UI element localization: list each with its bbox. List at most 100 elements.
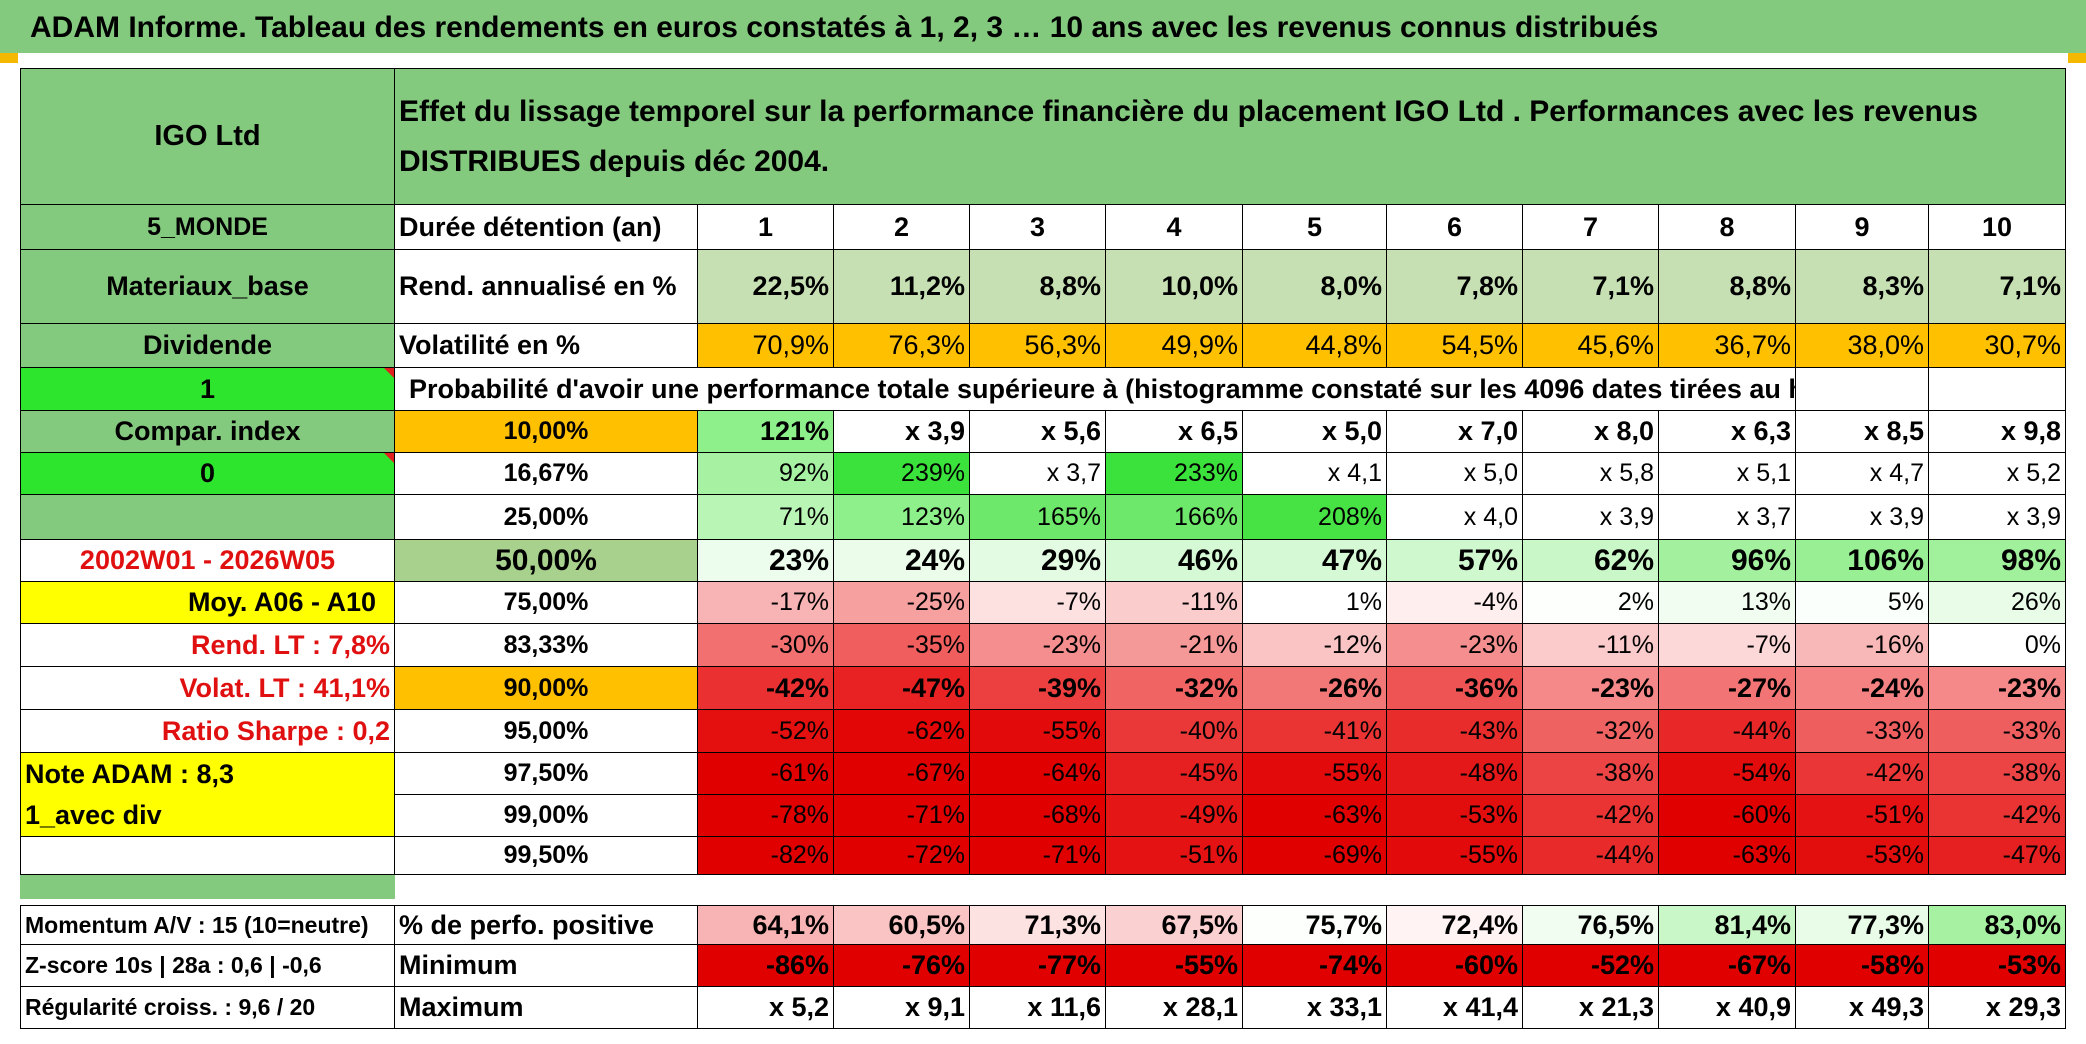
percentile-value: -23% [1387, 624, 1523, 667]
blank-cell [20, 837, 395, 875]
percentile-value: -78% [698, 795, 834, 837]
percentile-label: 95,00% [395, 710, 698, 753]
percentile-value: 5% [1796, 582, 1929, 624]
sharpe-label: Ratio Sharpe : 0,2 [20, 710, 395, 753]
zone-label: 5_MONDE [20, 205, 395, 250]
rend-value: 8,0% [1243, 250, 1387, 324]
maximum-value: x 21,3 [1523, 987, 1659, 1029]
minimum-value: -74% [1243, 945, 1387, 987]
percentile-value: -21% [1106, 624, 1243, 667]
positive-value: 64,1% [698, 905, 834, 945]
percentile-value: 233% [1106, 453, 1243, 495]
duree-label: Durée détention (an) [395, 205, 698, 250]
positive-label: % de perfo. positive [395, 905, 698, 945]
vol-value: 44,8% [1243, 324, 1387, 368]
percentile-value: 92% [698, 453, 834, 495]
minimum-value: -55% [1106, 945, 1243, 987]
percentile-value: x 4,0 [1387, 495, 1523, 540]
percentile-value: -54% [1659, 753, 1796, 795]
minimum-label: Minimum [395, 945, 698, 987]
percentile-value: -16% [1796, 624, 1929, 667]
percentile-value: -82% [698, 837, 834, 875]
percentile-value: -55% [1387, 837, 1523, 875]
percentile-label: 97,50% [395, 753, 698, 795]
percentile-value: -39% [970, 667, 1106, 710]
maximum-value: x 5,2 [698, 987, 834, 1029]
avec-div-label: 1_avec div [20, 795, 395, 837]
performance-table: IGO Ltd 5_MONDE Materiaux_base Dividende 1 Co… [20, 68, 2066, 1029]
percentile-value: 62% [1523, 540, 1659, 582]
percentile-value: x 4,1 [1243, 453, 1387, 495]
percentile-value: -35% [834, 624, 970, 667]
percentile-value: x 3,9 [1796, 495, 1929, 540]
percentile-value: -17% [698, 582, 834, 624]
dividend-flag-cell: 1 [20, 368, 395, 411]
percentile-value: x 4,7 [1796, 453, 1929, 495]
percentile-value: x 3,7 [1659, 495, 1796, 540]
minimum-value: -77% [970, 945, 1106, 987]
percentile-value: x 3,9 [1523, 495, 1659, 540]
momentum-label: Momentum A/V : 15 (10=neutre) [20, 905, 395, 945]
percentile-value: -63% [1659, 837, 1796, 875]
percentile-value: -23% [1523, 667, 1659, 710]
percentile-value: x 5,1 [1659, 453, 1796, 495]
rend-value: 8,8% [970, 250, 1106, 324]
percentile-value: 165% [970, 495, 1106, 540]
percentile-value: x 8,5 [1796, 411, 1929, 453]
period-label: 2002W01 - 2026W05 [20, 540, 395, 582]
percentile-value: -55% [1243, 753, 1387, 795]
percentile-value: -44% [1659, 710, 1796, 753]
percentile-value: x 5,2 [1929, 453, 2066, 495]
vol-value: 70,9% [698, 324, 834, 368]
vol-value: 49,9% [1106, 324, 1243, 368]
percentile-value: -53% [1387, 795, 1523, 837]
maximum-value: x 11,6 [970, 987, 1106, 1029]
percentile-value: -47% [1929, 837, 2066, 875]
percentile-value: -38% [1523, 753, 1659, 795]
compar-flag-cell: 0 [20, 453, 395, 495]
moy-label: Moy. A06 - A10 [20, 582, 395, 624]
percentile-value: -7% [1659, 624, 1796, 667]
percentile-value: -42% [1929, 795, 2066, 837]
vol-value: 38,0% [1796, 324, 1929, 368]
percentile-value: -40% [1106, 710, 1243, 753]
vol-value: 30,7% [1929, 324, 2066, 368]
rend-value: 7,1% [1523, 250, 1659, 324]
percentile-label: 50,00% [395, 540, 698, 582]
percentile-value: -42% [698, 667, 834, 710]
percentile-value: -25% [834, 582, 970, 624]
percentile-label: 90,00% [395, 667, 698, 710]
spacer-band [20, 875, 395, 899]
percentile-value: x 7,0 [1387, 411, 1523, 453]
year-header: 4 [1106, 205, 1243, 250]
percentile-value: x 5,0 [1243, 411, 1387, 453]
percentile-value: x 5,6 [970, 411, 1106, 453]
percentile-value: -71% [970, 837, 1106, 875]
percentile-value: -48% [1387, 753, 1523, 795]
percentile-value: -4% [1387, 582, 1523, 624]
percentile-value: -36% [1387, 667, 1523, 710]
percentile-value: 29% [970, 540, 1106, 582]
rend-value: 8,8% [1659, 250, 1796, 324]
blank-cell [1929, 368, 2066, 411]
minimum-value: -76% [834, 945, 970, 987]
percentile-value: x 8,0 [1523, 411, 1659, 453]
percentile-value: 71% [698, 495, 834, 540]
percentile-value: x 3,7 [970, 453, 1106, 495]
percentile-value: -47% [834, 667, 970, 710]
maximum-value: x 28,1 [1106, 987, 1243, 1029]
year-header: 3 [970, 205, 1106, 250]
percentile-value: 98% [1929, 540, 2066, 582]
zscore-label: Z-score 10s | 28a : 0,6 | -0,6 [20, 945, 395, 987]
minimum-value: -86% [698, 945, 834, 987]
percentile-value: -67% [834, 753, 970, 795]
percentile-value: -7% [970, 582, 1106, 624]
percentile-value: -43% [1387, 710, 1523, 753]
percentile-label: 99,00% [395, 795, 698, 837]
corner-marker [0, 53, 18, 63]
note-adam-label: Note ADAM : 8,3 [20, 753, 395, 795]
year-header: 9 [1796, 205, 1929, 250]
percentile-value: -42% [1523, 795, 1659, 837]
rend-label: Rend. annualisé en % [395, 250, 698, 324]
compar-index-label: Compar. index [20, 411, 395, 453]
